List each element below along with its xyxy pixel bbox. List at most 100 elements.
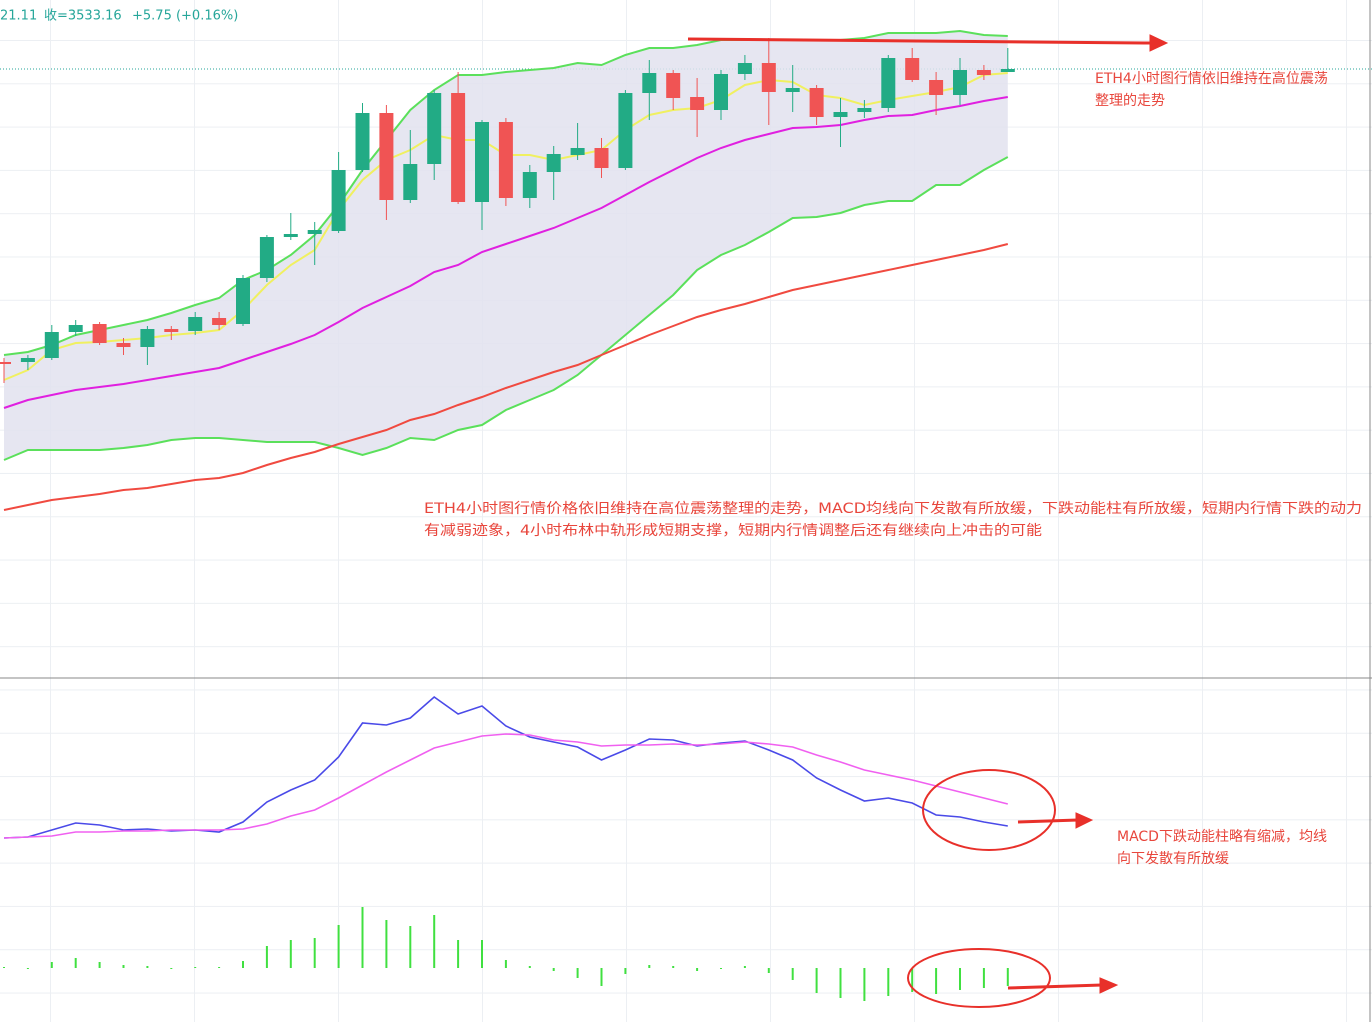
candle-body [188,317,203,331]
annotation: ETH4小时图行情价格依旧维持在高位震荡整理的走势，MACD均线向下发散有所放缓… [424,500,1362,517]
histogram-bar [218,967,221,968]
histogram-bar [624,968,627,974]
histogram-bar [767,968,770,973]
candle-body [92,324,107,343]
candle-body [642,73,657,93]
candle-body [976,70,991,75]
candle-body [68,325,83,332]
histogram-bar [385,920,388,968]
candle-body [259,237,274,278]
candle-body [953,70,967,95]
candle-body [307,230,322,234]
histogram-bar [791,968,794,980]
candle-body [283,234,298,237]
macd-line [3,695,1008,839]
histogram-bar [648,965,651,968]
candle-body [737,63,752,74]
bollinger-band [4,31,1008,460]
histogram-bar [361,907,364,968]
candle-body [0,362,11,364]
histogram-bar [433,915,436,968]
candle-body [857,108,872,112]
candle-body [809,88,824,117]
annotation: MACD下跌动能柱略有缩减，均线 [1117,829,1327,845]
histogram-bar [815,968,818,993]
histogram-bar [743,966,746,968]
histogram-bar [504,960,507,968]
candle-body [618,93,633,168]
candle-body [929,80,944,95]
histogram-bar [839,968,842,998]
histogram-bar [552,968,555,971]
histogram-bar [26,968,29,969]
candle-body [236,278,250,324]
candle-body [594,148,609,168]
histogram-bar [935,968,938,994]
candle-body [379,113,394,200]
macd-line [3,733,1008,839]
annotation: 有减弱迹象，4小时布林中轨形成短期支撑，短期内行情调整后还有继续向上冲击的可能 [424,522,1042,539]
candle-body [881,58,896,108]
histogram-bar [242,961,244,968]
candle-body [475,122,489,202]
candle-body [116,343,131,347]
candle-body [427,93,442,164]
histogram-bar [696,968,699,971]
arrow [687,37,1151,45]
candle-body [403,164,418,200]
candle-body [761,63,776,92]
candle-body [451,93,466,202]
histogram-bar [337,925,340,968]
histogram-bar [528,966,531,968]
candle-body [20,358,35,362]
candle-body [785,88,800,92]
arrow-head [1075,812,1094,829]
candle-body [714,74,728,110]
annotation: ETH4小时图行情依旧维持在高位震荡 [1095,70,1328,87]
histogram-bar [122,965,125,968]
candle-body [522,172,537,198]
histogram-bar [289,940,292,968]
arrow-head [1099,977,1119,994]
candle-body [212,318,227,325]
candle-body [1000,69,1015,72]
header-item: +5.75 (+0.16%) [132,9,238,24]
candle-body [355,113,370,170]
candle-body [570,148,585,155]
indicator-line [3,243,1009,511]
histogram-bar [863,968,866,1001]
histogram-bar [600,968,603,986]
histogram-bar [672,966,675,968]
candle-body [690,97,705,110]
histogram-bar [74,958,77,968]
histogram-bar [170,968,173,969]
histogram-bar [720,968,722,969]
histogram-bar [887,968,890,996]
candle-body [164,329,179,332]
candle-body [546,154,561,172]
header-item: 21.11 [0,9,37,24]
histogram-bar [146,966,149,968]
highlight-ellipse [922,769,1056,851]
histogram-bar [982,968,985,988]
candle-body [140,329,155,347]
histogram-bar [50,962,53,968]
histogram-bar [576,968,579,978]
arrow [1007,983,1103,990]
histogram-bar [98,962,101,968]
candle-body [666,73,681,98]
highlight-ellipse [907,948,1051,1008]
histogram-bar [3,967,5,968]
histogram-bar [1006,968,1009,986]
annotation: 向下发散有所放缓 [1117,851,1229,867]
histogram-bar [457,940,460,968]
candle-body [331,170,346,231]
histogram-bar [481,940,483,968]
histogram-bar [409,926,412,968]
candle-body [905,58,920,80]
histogram-bar [911,968,914,992]
histogram-bar [194,967,197,968]
histogram-bar [313,938,316,968]
